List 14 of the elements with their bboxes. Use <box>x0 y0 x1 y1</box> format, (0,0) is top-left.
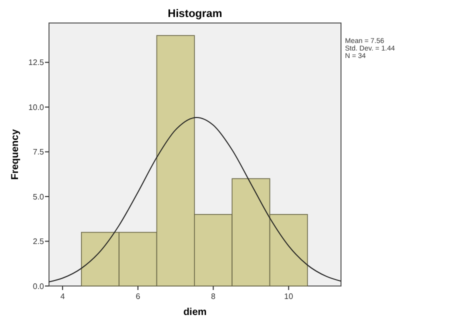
y-tick-label: 5.0 <box>32 192 45 202</box>
y-axis-title: Frequency <box>10 128 21 180</box>
y-tick-label: 7.5 <box>32 148 45 157</box>
y-tick-label: 10.0 <box>28 102 45 112</box>
x-tick-label: 6 <box>136 292 141 301</box>
x-axis-title: diem <box>183 307 207 318</box>
y-tick-label: 0.0 <box>32 282 45 291</box>
y-tick-label: 2.5 <box>32 237 45 246</box>
line-series <box>49 116 341 282</box>
x-tick-label: 8 <box>211 292 216 301</box>
x-tick-label: 4 <box>60 292 66 301</box>
y-tick-label: 12.5 <box>28 58 45 68</box>
x-tick-label: 10 <box>284 292 294 301</box>
chart-title: Histogram <box>168 8 222 20</box>
